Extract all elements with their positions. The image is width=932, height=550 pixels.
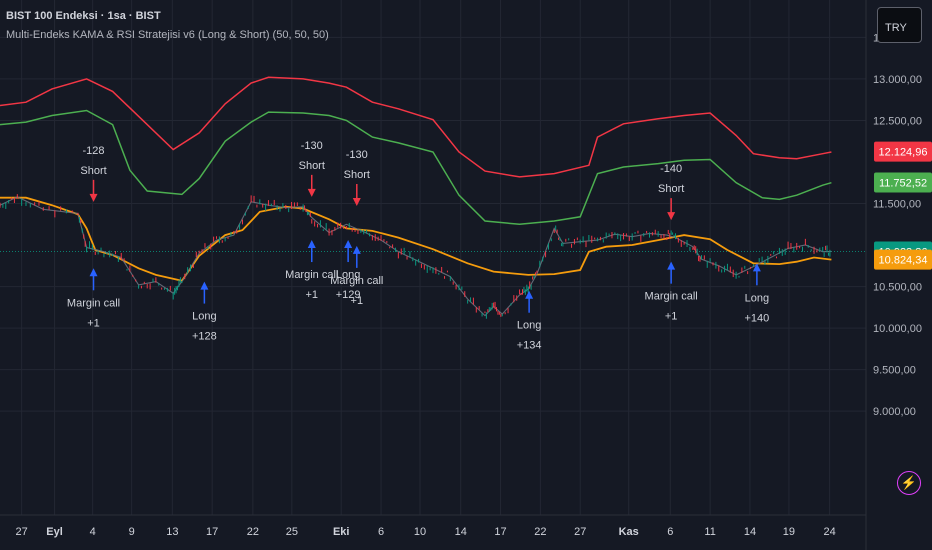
long-label: Margin call [67, 297, 120, 309]
x-tick-label: 22 [247, 526, 259, 538]
long-arrow-head [352, 245, 361, 254]
lower-line [0, 109, 832, 226]
x-tick-label: 6 [667, 526, 673, 538]
short-label: Short [658, 183, 684, 195]
x-tick-label: 25 [286, 526, 298, 538]
last-value-text: 11.752,52 [879, 178, 927, 190]
short-label: -130 [301, 140, 323, 152]
y-tick-label: 13.000,00 [873, 74, 922, 86]
long-arrow-head [344, 240, 353, 249]
lightning-icon[interactable]: ⚡ [897, 471, 921, 495]
long-arrow-head [307, 240, 316, 249]
long-label: +134 [517, 340, 542, 352]
x-tick-label: Kas [619, 526, 639, 538]
long-label: Long [192, 311, 216, 323]
short-label: Short [299, 160, 325, 172]
x-tick-label: 27 [16, 526, 28, 538]
chart-series [0, 76, 866, 319]
long-arrow-head [752, 263, 761, 272]
long-label: +140 [744, 312, 769, 324]
long-label: Margin call [645, 291, 698, 303]
short-label: -140 [660, 163, 682, 175]
trade-signals: -128 Short Margin call +1 Long +128 -130 Short M… [67, 140, 769, 352]
currency-button[interactable]: TRY [877, 7, 922, 43]
long-label: +1 [665, 311, 678, 323]
y-tick-label: 11.500,00 [873, 199, 921, 211]
y-tick-label: 12.500,00 [873, 115, 922, 127]
x-tick-label: 9 [129, 526, 135, 538]
short-label: Short [344, 169, 370, 181]
x-tick-label: 4 [90, 526, 96, 538]
last-value-badge [874, 249, 932, 270]
long-label: Long [517, 320, 541, 332]
long-label: +1 [87, 317, 100, 329]
x-tick-label: 19 [783, 526, 795, 538]
long-label: Margin call [285, 269, 338, 281]
long-arrow-head [200, 281, 209, 290]
y-tick-label: 10.000,00 [873, 323, 922, 335]
x-tick-label: 14 [455, 526, 467, 538]
long-label: +1 [305, 289, 318, 301]
symbol-title: BIST 100 Endeksi · 1sa · BIST [6, 10, 161, 22]
last-value-text: 12.124,96 [879, 147, 928, 159]
long-arrow-head [525, 290, 534, 299]
kama-line [0, 196, 832, 282]
long-arrow-head [667, 261, 676, 270]
long-label: +128 [192, 331, 217, 343]
short-arrow-head [667, 212, 676, 221]
x-tick-label: 22 [534, 526, 546, 538]
long-label: Long [745, 292, 769, 304]
x-tick-label: 10 [414, 526, 426, 538]
price-line [0, 196, 832, 317]
long-label: +129 [336, 289, 361, 301]
y-tick-label: 10.500,00 [873, 282, 922, 294]
x-tick-label: 27 [574, 526, 586, 538]
short-label: -128 [83, 145, 105, 157]
x-tick-label: Eyl [46, 526, 63, 538]
indicator-title: Multi-Endeks KAMA & RSI Stratejisi v6 (L… [6, 29, 329, 41]
x-tick-label: 17 [206, 526, 218, 538]
short-arrow-head [352, 198, 361, 206]
short-arrow-head [307, 188, 316, 197]
last-value-badge [874, 172, 932, 193]
x-tick-label: Eki [333, 526, 350, 538]
x-tick-label: 13 [166, 526, 178, 538]
y-tick-label: 9.000,00 [873, 406, 916, 418]
chart-grid [0, 0, 867, 550]
long-label: +1 [351, 295, 364, 307]
short-label: Short [80, 165, 106, 177]
y-tick-label: 9.500,00 [873, 365, 916, 377]
last-value-badge [874, 141, 932, 162]
price-axis[interactable]: 13.500,0013.000,0012.500,0011.500,0010.5… [873, 32, 922, 418]
x-tick-label: 14 [744, 526, 756, 538]
short-label: -130 [346, 149, 368, 161]
long-label: Long [336, 269, 360, 281]
x-tick-label: 6 [378, 526, 384, 538]
long-arrow-head [89, 268, 98, 277]
long-label: Margin call [330, 275, 383, 287]
time-axis[interactable]: 27 Eyl 4 9 13 17 22 25 Eki 6 10 14 17 22 27 Kas 6 11 14 19 2… [16, 526, 836, 538]
upper-line [0, 76, 832, 178]
short-arrow-head [89, 193, 98, 202]
last-value-text: 10.824,34 [879, 255, 928, 267]
x-tick-label: 17 [494, 526, 506, 538]
x-tick-label: 24 [824, 526, 836, 538]
x-tick-label: 11 [704, 526, 715, 538]
